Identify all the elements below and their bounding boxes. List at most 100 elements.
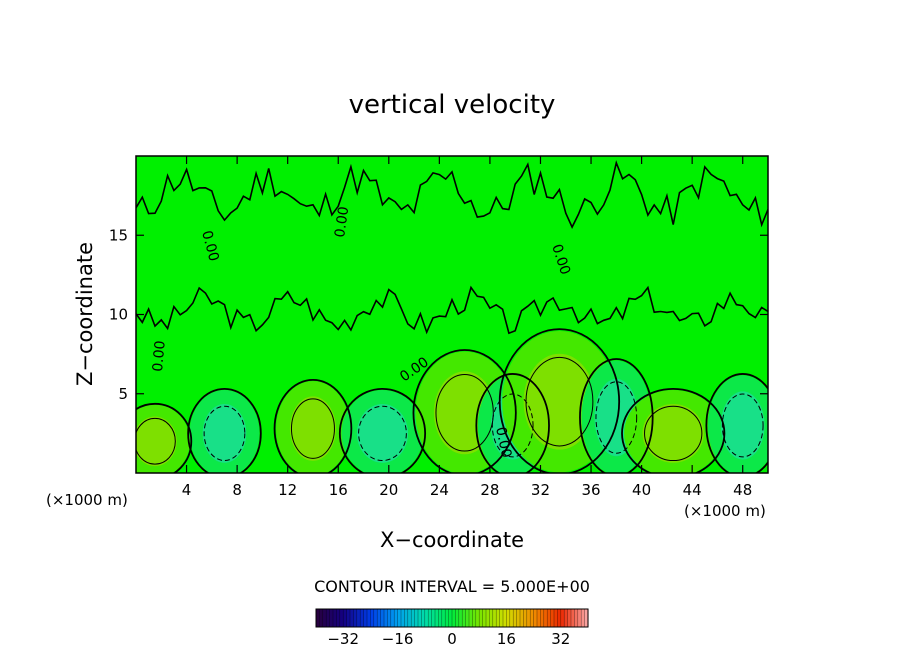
x-tick-label: 40: [632, 481, 651, 499]
colorbar-swatch: [397, 609, 402, 627]
chart-title: vertical velocity: [349, 90, 556, 120]
zero-contour: [338, 387, 427, 473]
colorbar-swatch: [326, 609, 331, 627]
colorbar-swatch: [567, 609, 572, 627]
colorbar-swatch: [533, 609, 538, 627]
colorbar-swatch: [475, 609, 480, 627]
x-tick-label: 12: [278, 481, 297, 499]
colorbar-swatch: [452, 609, 456, 627]
zero-contour: [475, 373, 550, 473]
plot-area: [136, 156, 768, 473]
colorbar-swatch: [356, 609, 361, 627]
colorbar-swatch: [363, 609, 368, 627]
colorbar-swatch: [496, 609, 501, 627]
colorbar-swatch: [581, 609, 586, 627]
negative-contour: [491, 393, 534, 458]
negative-contour: [721, 393, 764, 458]
zero-contour-upper: [136, 285, 768, 335]
colorbar-swatch: [377, 609, 382, 627]
zero-contour: [579, 358, 654, 473]
colorbar-swatch: [367, 609, 371, 627]
zero-contour: [273, 379, 353, 473]
colorbar-swatch: [554, 609, 558, 627]
velocity-cell-core: [642, 403, 704, 463]
contour-label: 0.00: [150, 340, 169, 372]
x-tick-label: 16: [329, 481, 348, 499]
colorbar-swatch: [394, 609, 399, 627]
x-tick-label: 28: [480, 481, 499, 499]
colorbar-frame: [315, 608, 589, 628]
negative-contour: [358, 405, 407, 462]
colorbar-swatch: [360, 609, 365, 627]
colorbar-swatch: [547, 609, 552, 627]
velocity-cell-core: [720, 391, 765, 460]
colorbar-swatch: [346, 609, 351, 627]
colorbar-swatch: [373, 609, 378, 627]
zero-contour: [187, 387, 262, 473]
colorbar-tick-label: −32: [327, 630, 359, 648]
colorbar-swatch: [520, 609, 524, 627]
colorbar: −32 −16 0 16 32: [315, 608, 589, 648]
zero-contour: [621, 387, 726, 473]
x-tick-label: 20: [379, 481, 398, 499]
colorbar-swatch: [387, 609, 392, 627]
colorbar-swatch: [516, 609, 521, 627]
velocity-cell-core: [523, 353, 596, 450]
colorbar-swatch: [479, 609, 484, 627]
colorbar-swatch: [431, 609, 436, 627]
colorbar-swatch: [574, 609, 579, 627]
colorbar-swatch: [472, 609, 477, 627]
positive-contour: [136, 417, 176, 465]
colorbar-swatch: [380, 609, 385, 627]
velocity-cell-core: [202, 403, 247, 463]
x-tick-label: 36: [581, 481, 600, 499]
colorbar-swatch: [469, 609, 473, 627]
colorbar-swatch: [428, 609, 433, 627]
positive-contour: [525, 356, 594, 447]
colorbar-swatch: [584, 609, 589, 627]
colorbar-swatch: [316, 609, 320, 627]
x-unit-label: (×1000 m): [46, 491, 128, 509]
x-tick-label: 8: [232, 481, 242, 499]
colorbar-swatch: [526, 609, 531, 627]
colorbar-swatch: [333, 609, 337, 627]
colorbar-tick-label: 32: [551, 630, 570, 648]
zero-contour: [412, 349, 517, 473]
colorbar-swatch: [401, 609, 405, 627]
colorbar-swatch: [540, 609, 545, 627]
colorbar-swatch: [550, 609, 555, 627]
colorbar-swatch: [482, 609, 487, 627]
colorbar-swatch: [438, 609, 443, 627]
colorbar-swatch: [503, 609, 507, 627]
zero-contour: [705, 373, 768, 473]
x-unit-label-right: (×1000 m): [684, 502, 766, 520]
contour-lines: [136, 160, 768, 473]
colorbar-swatch: [404, 609, 409, 627]
zero-contour: [498, 328, 621, 473]
colorbar-swatch: [441, 609, 446, 627]
colorbar-tick-label: −16: [382, 630, 414, 648]
y-axis-label: Z−coordinate: [73, 242, 97, 386]
colorbar-swatch: [509, 609, 514, 627]
colorbar-swatch: [329, 609, 334, 627]
colorbar-swatch: [530, 609, 535, 627]
colorbar-swatch: [458, 609, 463, 627]
colorbar-swatch: [339, 609, 344, 627]
colorbar-swatch: [571, 609, 575, 627]
colorbar-swatch: [448, 609, 453, 627]
colorbar-swatch: [350, 609, 354, 627]
positive-contour: [290, 398, 335, 459]
velocity-cells: [136, 330, 768, 473]
colorbar-swatch: [513, 609, 518, 627]
x-tick-label: 44: [683, 481, 702, 499]
x-tick-label: 24: [430, 481, 449, 499]
colorbar-swatch: [465, 609, 470, 627]
colorbar-swatch: [418, 609, 422, 627]
colorbar-swatch: [421, 609, 426, 627]
colorbar-swatch: [414, 609, 419, 627]
colorbar-swatch: [492, 609, 497, 627]
colorbar-swatch: [343, 609, 348, 627]
velocity-cell-core: [356, 403, 409, 463]
x-tick-label: 4: [182, 481, 192, 499]
